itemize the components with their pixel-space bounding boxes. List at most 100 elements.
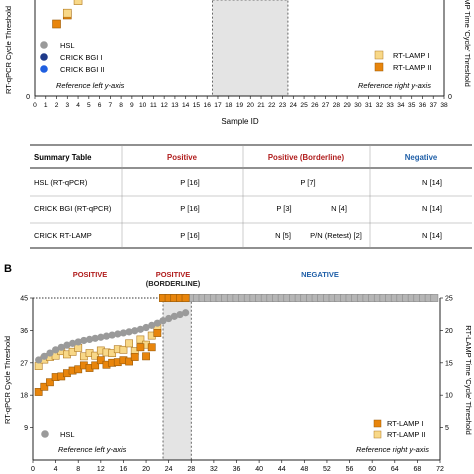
legend-marker-rt-lamp-1	[373, 419, 382, 428]
table-cell-positive: P [16]	[180, 204, 199, 213]
data-point	[97, 333, 105, 341]
data-point	[63, 341, 71, 349]
table-header-negative: Negative	[405, 153, 438, 162]
x-tick-label: 28	[187, 466, 195, 473]
data-point	[153, 319, 161, 327]
x-tick-label: 44	[278, 466, 286, 473]
x-tick-label: 8	[119, 102, 123, 109]
x-tick-label: 27	[322, 102, 330, 109]
legend-marker-hsl	[40, 41, 48, 49]
panel-b-y-axis-label-left: RT-qPCR Cycle Threshold	[3, 336, 12, 424]
data-point	[153, 329, 162, 337]
top-note-right: Reference right y-axis	[358, 81, 431, 90]
panel-b-y-axis-label-right: RT-LAMP Time 'Cycle' Threshold	[464, 325, 473, 435]
top-panel: 0 0 0 1 2 3 4 5 6 7 8 9 10 11 12 13 14 15 16 17 18 19 20 21 22…	[4, 0, 472, 126]
panel-b-letter: B	[4, 263, 12, 275]
table-cell-negative: N [14]	[422, 231, 442, 240]
legend-label-rt-lamp-1: RT-LAMP I	[387, 419, 423, 428]
table-row-label: HSL (RT-qPCR)	[34, 178, 88, 187]
data-point	[85, 335, 94, 343]
y-tick-label: 15	[445, 360, 453, 367]
y-tick-label: 45	[20, 296, 28, 303]
legend-label-rt-lamp-2: RT-LAMP II	[393, 63, 432, 72]
top-note-left: Reference left y-axis	[56, 81, 125, 90]
data-point	[125, 357, 133, 366]
table-header-positive: Positive	[167, 153, 198, 162]
x-tick-label: 33	[387, 102, 395, 109]
data-point	[182, 309, 190, 317]
table-cell-borderline: P [3]	[276, 204, 291, 213]
top-x-axis-label: Sample ID	[221, 117, 259, 126]
x-tick-label: 2	[55, 102, 59, 109]
x-tick-label: 34	[397, 102, 405, 109]
data-point	[142, 323, 150, 332]
data-point	[147, 343, 156, 352]
data-point	[80, 336, 88, 345]
legend-marker-rt-lamp-1	[374, 50, 384, 60]
panel-b-data-points	[34, 294, 439, 396]
x-tick-label: 24	[290, 102, 298, 109]
x-tick-label: 11	[150, 102, 157, 109]
x-tick-label: 23	[279, 102, 287, 109]
data-point	[131, 327, 139, 335]
table-header-title: Summary Table	[34, 153, 92, 162]
x-tick-label: 40	[255, 466, 263, 473]
data-point	[52, 19, 61, 29]
legend-label-hsl: HSL	[60, 41, 75, 50]
x-tick-label: 18	[225, 102, 233, 109]
data-point	[125, 339, 133, 348]
category-label-positive: POSITIVE	[73, 270, 108, 279]
legend-label-rt-lamp-1: RT-LAMP I	[393, 51, 429, 60]
x-tick-label: 15	[193, 102, 201, 109]
x-tick-label: 17	[214, 102, 222, 109]
panel-b-note-right: Reference right y-axis	[356, 445, 429, 454]
data-point	[136, 343, 145, 352]
x-tick-label: 22	[268, 102, 276, 109]
y-tick-label: 9	[24, 425, 28, 432]
data-point	[73, 0, 83, 5]
table-cell-positive: P [16]	[180, 231, 199, 240]
top-y-tick-zero-right: 0	[448, 94, 452, 101]
data-point	[68, 339, 77, 347]
panel-b-y-ticks-left: 45 36 27 18 9	[20, 296, 33, 432]
data-point	[102, 332, 111, 340]
x-tick-label: 60	[368, 466, 376, 473]
x-tick-label: 24	[165, 466, 173, 473]
table-cell-borderline: P/N (Retest) [2]	[310, 231, 362, 240]
panel-b-y-ticks-right: 25 20 15 10 5	[440, 296, 453, 432]
table-row-label: CRICK RT-LAMP	[34, 231, 92, 240]
data-point	[108, 331, 116, 339]
data-point	[91, 334, 99, 342]
data-point	[119, 345, 128, 354]
data-point	[46, 349, 54, 357]
data-point	[136, 335, 145, 344]
legend-label-crick-bgi-2: CRICK BGI II	[60, 65, 105, 74]
legend-marker-hsl	[41, 430, 49, 438]
category-label-borderline-2: (BORDERLINE)	[146, 279, 201, 288]
panel-b-x-ticks: 0 4 8 12 16 20 24 28 32 36 40 44 48 52 56 60 64 68 72	[31, 460, 444, 473]
legend-label-crick-bgi-1: CRICK BGI I	[60, 53, 103, 62]
x-tick-label: 32	[210, 466, 218, 473]
x-tick-label: 16	[204, 102, 212, 109]
x-tick-label: 31	[365, 102, 373, 109]
category-label-borderline-1: POSITIVE	[156, 270, 191, 279]
data-point	[34, 388, 43, 396]
category-label-negative: NEGATIVE	[301, 270, 339, 279]
x-tick-label: 32	[376, 102, 384, 109]
table-cell-positive: P [16]	[180, 178, 199, 187]
data-point	[40, 382, 49, 391]
x-tick-label: 48	[300, 466, 308, 473]
top-x-ticks: 0 1 2 3 4 5 6 7 8 9 10 11 12 13 14 15 16 17 18 19 20 21 22 23 24…	[33, 96, 448, 109]
x-tick-label: 21	[257, 102, 265, 109]
x-tick-label: 35	[408, 102, 416, 109]
x-tick-label: 16	[120, 466, 128, 473]
data-point	[176, 310, 184, 319]
top-y-axis-label-right: LAMP Time 'Cycle' Threshold	[463, 0, 472, 87]
panel-b-note-left: Reference left y-axis	[58, 445, 127, 454]
data-point	[91, 361, 100, 370]
data-point	[181, 294, 190, 302]
y-tick-label: 20	[445, 328, 453, 335]
legend-marker-crick-bgi-2	[40, 65, 48, 73]
data-point	[57, 343, 65, 351]
